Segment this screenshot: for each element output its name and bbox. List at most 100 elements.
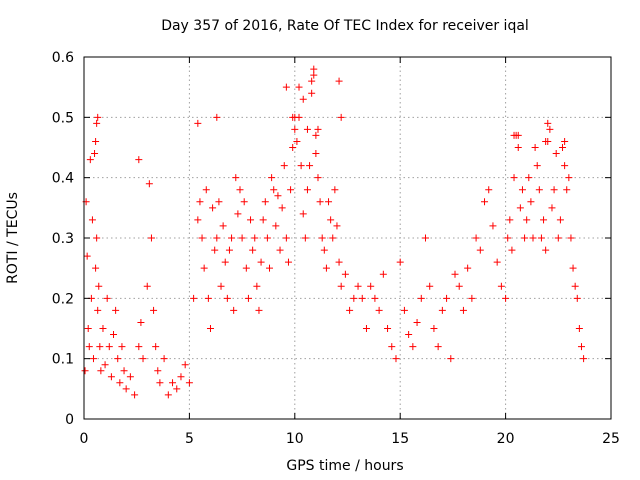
data-point (101, 361, 109, 369)
x-tick-label: 15 (391, 431, 409, 447)
data-point (99, 325, 107, 332)
data-point (92, 264, 100, 272)
data-point (85, 343, 93, 351)
data-point (504, 234, 512, 242)
data-point (303, 186, 311, 194)
data-point (209, 204, 217, 212)
data-point (83, 252, 91, 260)
x-tick-label: 25 (602, 431, 620, 447)
data-point (527, 198, 535, 206)
data-point (160, 355, 168, 363)
data-point (135, 156, 143, 164)
y-tick-label: 0.1 (52, 352, 74, 368)
data-point (434, 343, 442, 351)
data-point (120, 367, 128, 375)
data-point (206, 325, 214, 332)
data-point (278, 204, 286, 212)
data-point (289, 144, 297, 151)
data-point (371, 294, 379, 302)
data-point (554, 234, 562, 242)
data-point (97, 367, 105, 375)
data-point (502, 294, 510, 302)
y-axis-label: ROTI / TECUs (5, 192, 21, 284)
data-point (341, 270, 349, 278)
data-point (546, 125, 554, 133)
data-point (139, 355, 147, 363)
data-point (297, 162, 305, 170)
data-point (571, 282, 579, 290)
data-point (531, 144, 539, 151)
data-point (561, 162, 569, 170)
data-point (156, 379, 164, 387)
data-point (542, 246, 550, 254)
data-point (384, 325, 392, 332)
data-point (272, 222, 280, 230)
data-point (131, 391, 139, 399)
data-point (550, 186, 558, 194)
data-point (575, 325, 583, 332)
data-point (86, 156, 94, 164)
y-tick-label: 0.6 (52, 50, 74, 66)
data-point (94, 306, 102, 314)
data-point (263, 234, 271, 242)
data-point (270, 186, 278, 194)
data-point (194, 216, 202, 224)
data-point (552, 150, 560, 158)
data-point (150, 306, 158, 314)
data-point (247, 216, 255, 224)
y-tick-label: 0 (65, 412, 74, 428)
data-point (259, 216, 267, 224)
data-point (255, 306, 263, 314)
data-point (185, 379, 193, 387)
data-point (518, 186, 526, 194)
data-point (327, 216, 335, 224)
data-point (548, 204, 556, 212)
data-point (400, 306, 408, 314)
data-point (251, 234, 259, 242)
data-point (523, 216, 531, 224)
data-point (287, 186, 295, 194)
data-points (81, 65, 588, 399)
data-point (236, 186, 244, 194)
y-tick-label: 0.4 (52, 171, 74, 187)
data-point (177, 373, 185, 381)
data-point (261, 198, 269, 206)
data-point (521, 234, 529, 242)
x-axis-label: GPS time / hours (286, 458, 403, 474)
data-point (299, 95, 307, 103)
data-point (443, 294, 451, 302)
data-point (580, 355, 588, 363)
data-point (367, 282, 375, 290)
data-point (322, 264, 330, 272)
data-point (137, 318, 145, 326)
y-tick-label: 0.5 (52, 110, 74, 126)
data-point (451, 270, 459, 278)
data-point (276, 246, 284, 254)
data-point (497, 282, 505, 290)
data-point (354, 282, 362, 290)
plot-frame (83, 56, 612, 420)
data-point (537, 234, 545, 242)
data-point (211, 246, 219, 254)
data-point (516, 204, 524, 212)
data-point (337, 113, 345, 121)
data-point (181, 361, 189, 369)
data-point (331, 186, 339, 194)
data-point (164, 391, 172, 399)
data-point (455, 282, 463, 290)
data-point (81, 367, 89, 375)
data-point (107, 373, 115, 381)
data-point (282, 83, 290, 91)
data-point (234, 210, 242, 218)
data-point (485, 186, 493, 194)
data-point (213, 113, 221, 121)
data-point (84, 325, 92, 332)
data-point (268, 174, 276, 182)
data-point (529, 234, 537, 242)
data-point (472, 234, 480, 242)
data-point (525, 174, 533, 182)
x-tick-label: 20 (497, 431, 515, 447)
data-point (556, 216, 564, 224)
data-point (240, 198, 248, 206)
data-point (91, 150, 99, 158)
